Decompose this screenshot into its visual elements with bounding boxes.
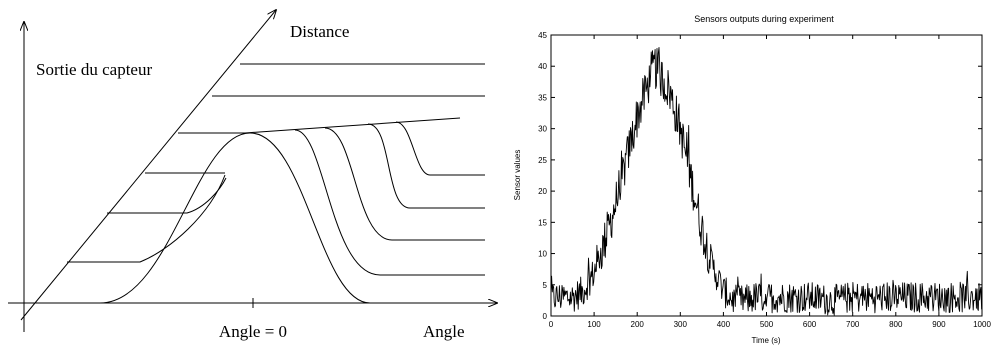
y-tick-label: 30 bbox=[538, 125, 547, 134]
response-curve-near bbox=[24, 132, 480, 304]
x-tick-label: 700 bbox=[846, 320, 860, 329]
envelope-line bbox=[244, 117, 461, 134]
x-tick-label: 100 bbox=[587, 320, 601, 329]
angle-zero-label: Angle = 0 bbox=[219, 322, 287, 341]
sensor-diagram: Sortie du capteur Distance Angle = 0 Ang… bbox=[8, 10, 497, 341]
distance-axis bbox=[20, 10, 276, 321]
x-tick-label: 500 bbox=[760, 320, 774, 329]
response-curve-4 bbox=[367, 123, 485, 209]
distance-label: Distance bbox=[290, 22, 349, 41]
y-tick-label: 40 bbox=[538, 62, 547, 71]
sensor-chart: Sensors outputs during experiment 0 5 10 15… bbox=[513, 14, 991, 345]
sensor-series-line bbox=[550, 47, 983, 316]
y-tick-label: 15 bbox=[538, 218, 547, 227]
response-curve-3 bbox=[324, 127, 485, 241]
x-ticks: 0 100 200 300 400 500 600 700 800 900 1000 bbox=[549, 35, 991, 329]
y-tick-label: 20 bbox=[538, 187, 547, 196]
response-curve-5 bbox=[395, 121, 485, 176]
x-axis-label: Angle bbox=[423, 322, 465, 341]
y-tick-label: 0 bbox=[543, 312, 548, 321]
y-tick-label: 25 bbox=[538, 156, 547, 165]
plot-frame bbox=[550, 34, 983, 317]
x-tick-label: 600 bbox=[803, 320, 817, 329]
chart-title: Sensors outputs during experiment bbox=[694, 14, 834, 24]
x-tick-label: 900 bbox=[932, 320, 946, 329]
y-axis-label: Sortie du capteur bbox=[36, 60, 152, 79]
x-tick-label: 0 bbox=[549, 320, 554, 329]
shoulder-curve-1 bbox=[67, 174, 226, 263]
x-tick-label: 1000 bbox=[973, 320, 991, 329]
y-axis-title: Sensor values bbox=[513, 150, 522, 201]
y-ticks: 0 5 10 15 20 25 30 35 40 45 bbox=[538, 31, 982, 321]
response-curve-2 bbox=[294, 129, 485, 276]
x-tick-label: 200 bbox=[631, 320, 645, 329]
shoulder-curve-2 bbox=[107, 177, 227, 214]
x-tick-label: 300 bbox=[674, 320, 688, 329]
y-tick-label: 10 bbox=[538, 250, 547, 259]
y-tick-label: 5 bbox=[543, 281, 548, 290]
x-axis-title: Time (s) bbox=[751, 336, 780, 345]
y-tick-label: 45 bbox=[538, 31, 547, 40]
y-tick-label: 35 bbox=[538, 93, 547, 102]
x-tick-label: 800 bbox=[889, 320, 903, 329]
diagram-curves bbox=[24, 63, 485, 304]
x-tick-label: 400 bbox=[717, 320, 731, 329]
